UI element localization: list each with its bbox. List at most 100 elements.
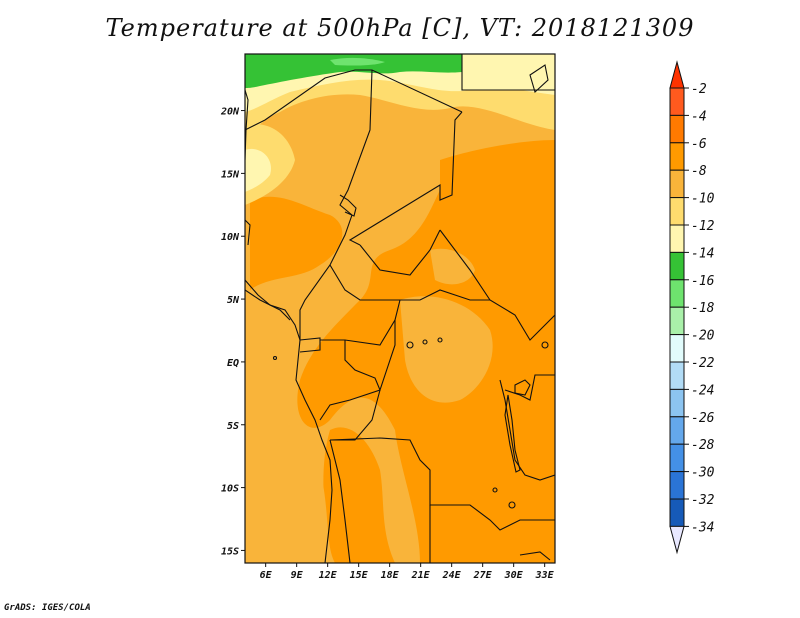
x-tick-label: 27E <box>473 570 493 581</box>
colorbar-label: -16 <box>691 274 715 289</box>
map-frame <box>244 53 556 564</box>
field-cool-southwest <box>245 436 335 563</box>
field-cool-patch-1 <box>400 296 493 403</box>
colorbar-label: -32 <box>691 493 715 508</box>
colorbar-label: -18 <box>691 301 715 316</box>
colorbar-label: -26 <box>691 411 715 426</box>
x-tick-label: 33E <box>535 570 555 581</box>
y-tick-label: 5S <box>227 421 239 432</box>
x-axis: 6E 9E 12E 15E 18E 21E 24E 27E 30E 33E <box>260 563 555 581</box>
y-tick-label: 20N <box>220 107 240 118</box>
y-tick-label: 5N <box>227 295 240 306</box>
coast-path <box>245 219 251 246</box>
border-path <box>329 439 351 563</box>
colorbar-label: -20 <box>691 329 715 344</box>
colorbar-swatch <box>669 361 685 390</box>
colorbar-swatch <box>669 334 685 363</box>
field-cool-patch-2 <box>430 248 475 285</box>
colorbar-swatch <box>669 443 685 473</box>
colorbar-swatch <box>669 142 685 171</box>
border-path <box>359 229 441 276</box>
colorbar-swatch <box>669 471 685 500</box>
border-path <box>329 264 490 301</box>
border-path <box>348 111 463 246</box>
field-warm-central <box>250 196 343 290</box>
colorbar-swatch <box>669 388 685 418</box>
colorbar-label: -12 <box>691 219 715 234</box>
border-path <box>499 379 555 481</box>
grads-credit: GrADS: IGES/COLA <box>4 603 91 613</box>
x-tick-label: 30E <box>504 570 524 581</box>
lake-path <box>514 379 531 396</box>
colorbar: -2 -4 -6 -8 -10 -12 -14 -16 -18 -20 -22 -24 -26 -28 -3… <box>669 60 715 555</box>
temperature-map <box>245 54 555 563</box>
colorbar-label: -28 <box>691 438 715 453</box>
colorbar-swatch <box>669 87 685 116</box>
border-path <box>245 69 463 131</box>
lake-dot <box>437 337 443 343</box>
colorbar-swatch <box>669 498 685 527</box>
map-title: Temperature at 500hPa [C], VT: 201812130… <box>105 14 695 42</box>
colorbar-label: -4 <box>691 109 707 124</box>
colorbar-swatch <box>669 416 685 445</box>
lake-dot <box>541 341 549 349</box>
lake-dot <box>422 339 428 345</box>
colorbar-label: -14 <box>691 246 714 261</box>
colorbar-label: -22 <box>691 356 715 371</box>
x-tick-label: 15E <box>350 570 369 581</box>
colorbar-label: -24 <box>691 383 714 398</box>
colorbar-swatch <box>669 251 685 281</box>
x-tick-label: 6E <box>260 570 273 581</box>
colorbar-bottom-arrow <box>669 525 685 555</box>
colorbar-swatch <box>669 306 685 336</box>
colorbar-label: -6 <box>691 137 707 152</box>
lake-dot <box>508 501 516 509</box>
y-tick-label: 15N <box>221 169 240 180</box>
lake-path <box>519 551 551 561</box>
border-path <box>299 337 321 353</box>
border-path <box>461 54 555 91</box>
colorbar-swatch <box>669 114 685 144</box>
border-path <box>330 320 396 441</box>
colorbar-label: -10 <box>691 192 715 207</box>
coast-path <box>245 279 333 563</box>
x-tick-label: 18E <box>381 570 400 581</box>
border-path <box>320 299 401 346</box>
colorbar-top-arrow <box>669 60 685 89</box>
field-band-minus10-ne <box>462 54 555 90</box>
x-tick-label: 21E <box>411 570 431 581</box>
lake-path <box>529 64 549 94</box>
lake-dot <box>272 355 278 361</box>
colorbar-label: -8 <box>691 164 707 179</box>
colorbar-label: -34 <box>691 520 714 535</box>
field-band-minus12 <box>245 54 462 88</box>
y-tick-label: 10S <box>221 484 239 495</box>
x-tick-label: 12E <box>319 570 338 581</box>
country-borders <box>245 54 555 563</box>
field-band-minus14 <box>330 57 385 66</box>
border-path <box>299 214 353 340</box>
x-tick-label: 9E <box>291 570 304 581</box>
colorbar-swatch <box>669 224 685 253</box>
x-tick-label: 24E <box>442 570 462 581</box>
field-band-minus10-west <box>245 148 271 192</box>
field-warm-south-west <box>323 427 395 563</box>
y-axis: 20N 15N 10N 5N EQ 5S 10S 15S <box>220 107 245 557</box>
y-tick-label: 10N <box>221 232 240 243</box>
border-path <box>439 229 555 341</box>
colorbar-swatch <box>669 197 685 226</box>
lake-dot <box>492 487 498 493</box>
colorbar-label: -2 <box>691 82 707 97</box>
y-tick-label: 15S <box>221 546 239 557</box>
coastlines <box>245 64 551 563</box>
border-path <box>339 69 373 216</box>
colorbar-swatch <box>669 279 685 308</box>
y-tick-label: EQ <box>227 358 239 369</box>
border-path <box>319 340 381 421</box>
colorbar-swatch <box>669 169 685 199</box>
colorbar-label: -30 <box>691 466 715 481</box>
coast-path <box>339 194 357 217</box>
lake-path <box>504 394 521 473</box>
lake-dot <box>406 341 414 349</box>
